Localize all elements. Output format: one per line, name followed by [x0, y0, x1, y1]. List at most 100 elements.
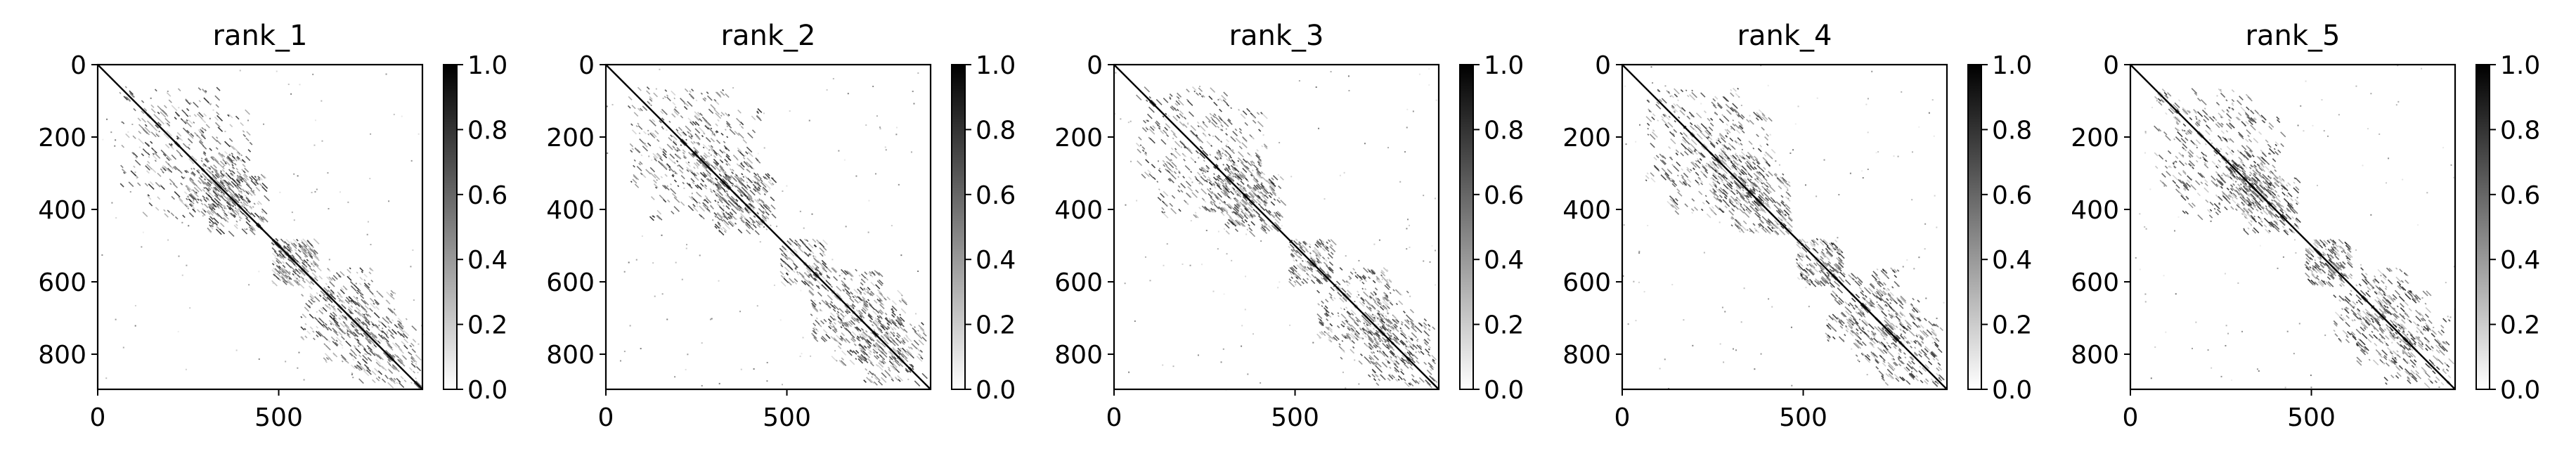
heatmap-cell [1342, 371, 1344, 373]
heatmap-cell [815, 285, 820, 290]
heatmap-cell [819, 242, 825, 248]
heatmap-cell [288, 247, 293, 252]
heatmap-cell [313, 249, 318, 254]
heatmap-cell [1389, 301, 1394, 306]
heatmap-cell [200, 176, 202, 178]
heatmap-cell [1683, 181, 1688, 185]
heatmap-cell [203, 203, 209, 209]
heatmap-cell [1250, 190, 1257, 195]
heatmap-cell [168, 143, 172, 147]
heatmap-cell [874, 309, 880, 314]
heatmap-cell [298, 268, 303, 273]
heatmap-cell [1345, 318, 1350, 323]
heatmap-cell [628, 261, 630, 264]
heatmap-cell [349, 267, 351, 270]
heatmap-cell [701, 384, 703, 387]
heatmap-cell [640, 348, 642, 350]
heatmap-cell [1298, 255, 1302, 260]
heatmap-cell [290, 93, 292, 95]
heatmap-cell [1278, 197, 1281, 200]
heatmap-cell [250, 189, 255, 194]
heatmap-cell [717, 201, 720, 204]
heatmap-cell [1406, 344, 1409, 349]
heatmap-cell [354, 309, 357, 313]
colorbar-tick-label: 0.2 [467, 311, 507, 340]
heatmap-cell [727, 212, 733, 218]
heatmap-cell [1167, 138, 1169, 141]
heatmap-cell [155, 124, 160, 129]
heatmap-cell [359, 365, 366, 372]
heatmap-cell [176, 137, 180, 140]
heatmap-cell [206, 182, 209, 186]
heatmap-cell [328, 356, 333, 362]
heatmap-cell [685, 125, 692, 132]
heatmap-cells [1622, 64, 1948, 390]
heatmap-cell [708, 149, 711, 151]
heatmap-cell [644, 143, 648, 148]
heatmap-cell [307, 250, 313, 255]
heatmap-cell [181, 109, 187, 115]
heatmap-cell [888, 358, 891, 361]
heatmap-cell [1316, 279, 1321, 285]
heatmap-cell [868, 351, 872, 356]
heatmap-cell [302, 279, 306, 283]
y-tick-label: 400 [38, 196, 86, 225]
heatmap-cell [1229, 190, 1235, 195]
heatmap-cell [1261, 200, 1267, 206]
heatmap-cell [125, 133, 130, 138]
heatmap-cell [787, 240, 792, 246]
heatmap-cell [401, 115, 403, 117]
heatmap-cell [1705, 200, 1710, 204]
heatmap-cell [1331, 337, 1335, 341]
heatmap-cell [1381, 276, 1388, 283]
heatmap-cell [166, 157, 170, 162]
heatmap-cell [276, 264, 282, 270]
heatmap-cell [1189, 264, 1191, 266]
heatmap-cell [1212, 183, 1216, 186]
heatmap-cell [720, 178, 724, 181]
heatmap-cell [1350, 309, 1357, 316]
heatmap-cell [1208, 208, 1212, 213]
heatmap-cell [309, 267, 312, 270]
heatmap-cell [1910, 315, 1916, 320]
heatmap-cell [711, 132, 716, 137]
heatmap-cell [1384, 340, 1387, 344]
heatmap-cell [196, 169, 200, 174]
heatmap-cell [278, 265, 281, 268]
heatmap-cell [212, 187, 219, 194]
heatmap-cell [1264, 208, 1271, 215]
heatmap-cell [167, 90, 169, 92]
heatmap-cell [247, 190, 253, 197]
heatmap-cell [185, 113, 189, 117]
heatmap-cell [1170, 129, 1176, 136]
heatmap-cell [867, 345, 871, 349]
heatmap-cell [305, 278, 311, 285]
heatmap-cell [1340, 349, 1346, 353]
heatmap-cell [863, 303, 867, 308]
heatmap-cell [653, 92, 659, 98]
heatmap-cell [261, 186, 268, 193]
heatmap-cell [261, 210, 264, 214]
heatmap-cell [302, 313, 307, 318]
heatmap-cell [1257, 121, 1264, 128]
heatmap-cell [386, 330, 389, 333]
heatmap-cell [874, 377, 878, 381]
heatmap-cell [1273, 198, 1276, 201]
heatmap-cell [729, 129, 736, 136]
heatmap-cell [773, 284, 775, 286]
heatmap-cell [306, 330, 311, 335]
heatmap-cell [226, 155, 233, 162]
heatmap-cell [751, 115, 756, 121]
heatmap-cell [195, 159, 198, 162]
heatmap-cell [247, 204, 250, 207]
heatmap-cell [342, 285, 348, 291]
heatmap-cell [188, 119, 193, 124]
heatmap-cell [868, 335, 872, 339]
heatmap-cell [1739, 208, 1745, 214]
heatmap-cell [1774, 230, 1780, 235]
heatmap-cell [867, 231, 869, 233]
heatmap-cell [1744, 178, 1747, 181]
heatmap-cell [1882, 360, 1886, 363]
heatmap-cell [196, 134, 198, 137]
heatmap-cell [1219, 128, 1223, 131]
